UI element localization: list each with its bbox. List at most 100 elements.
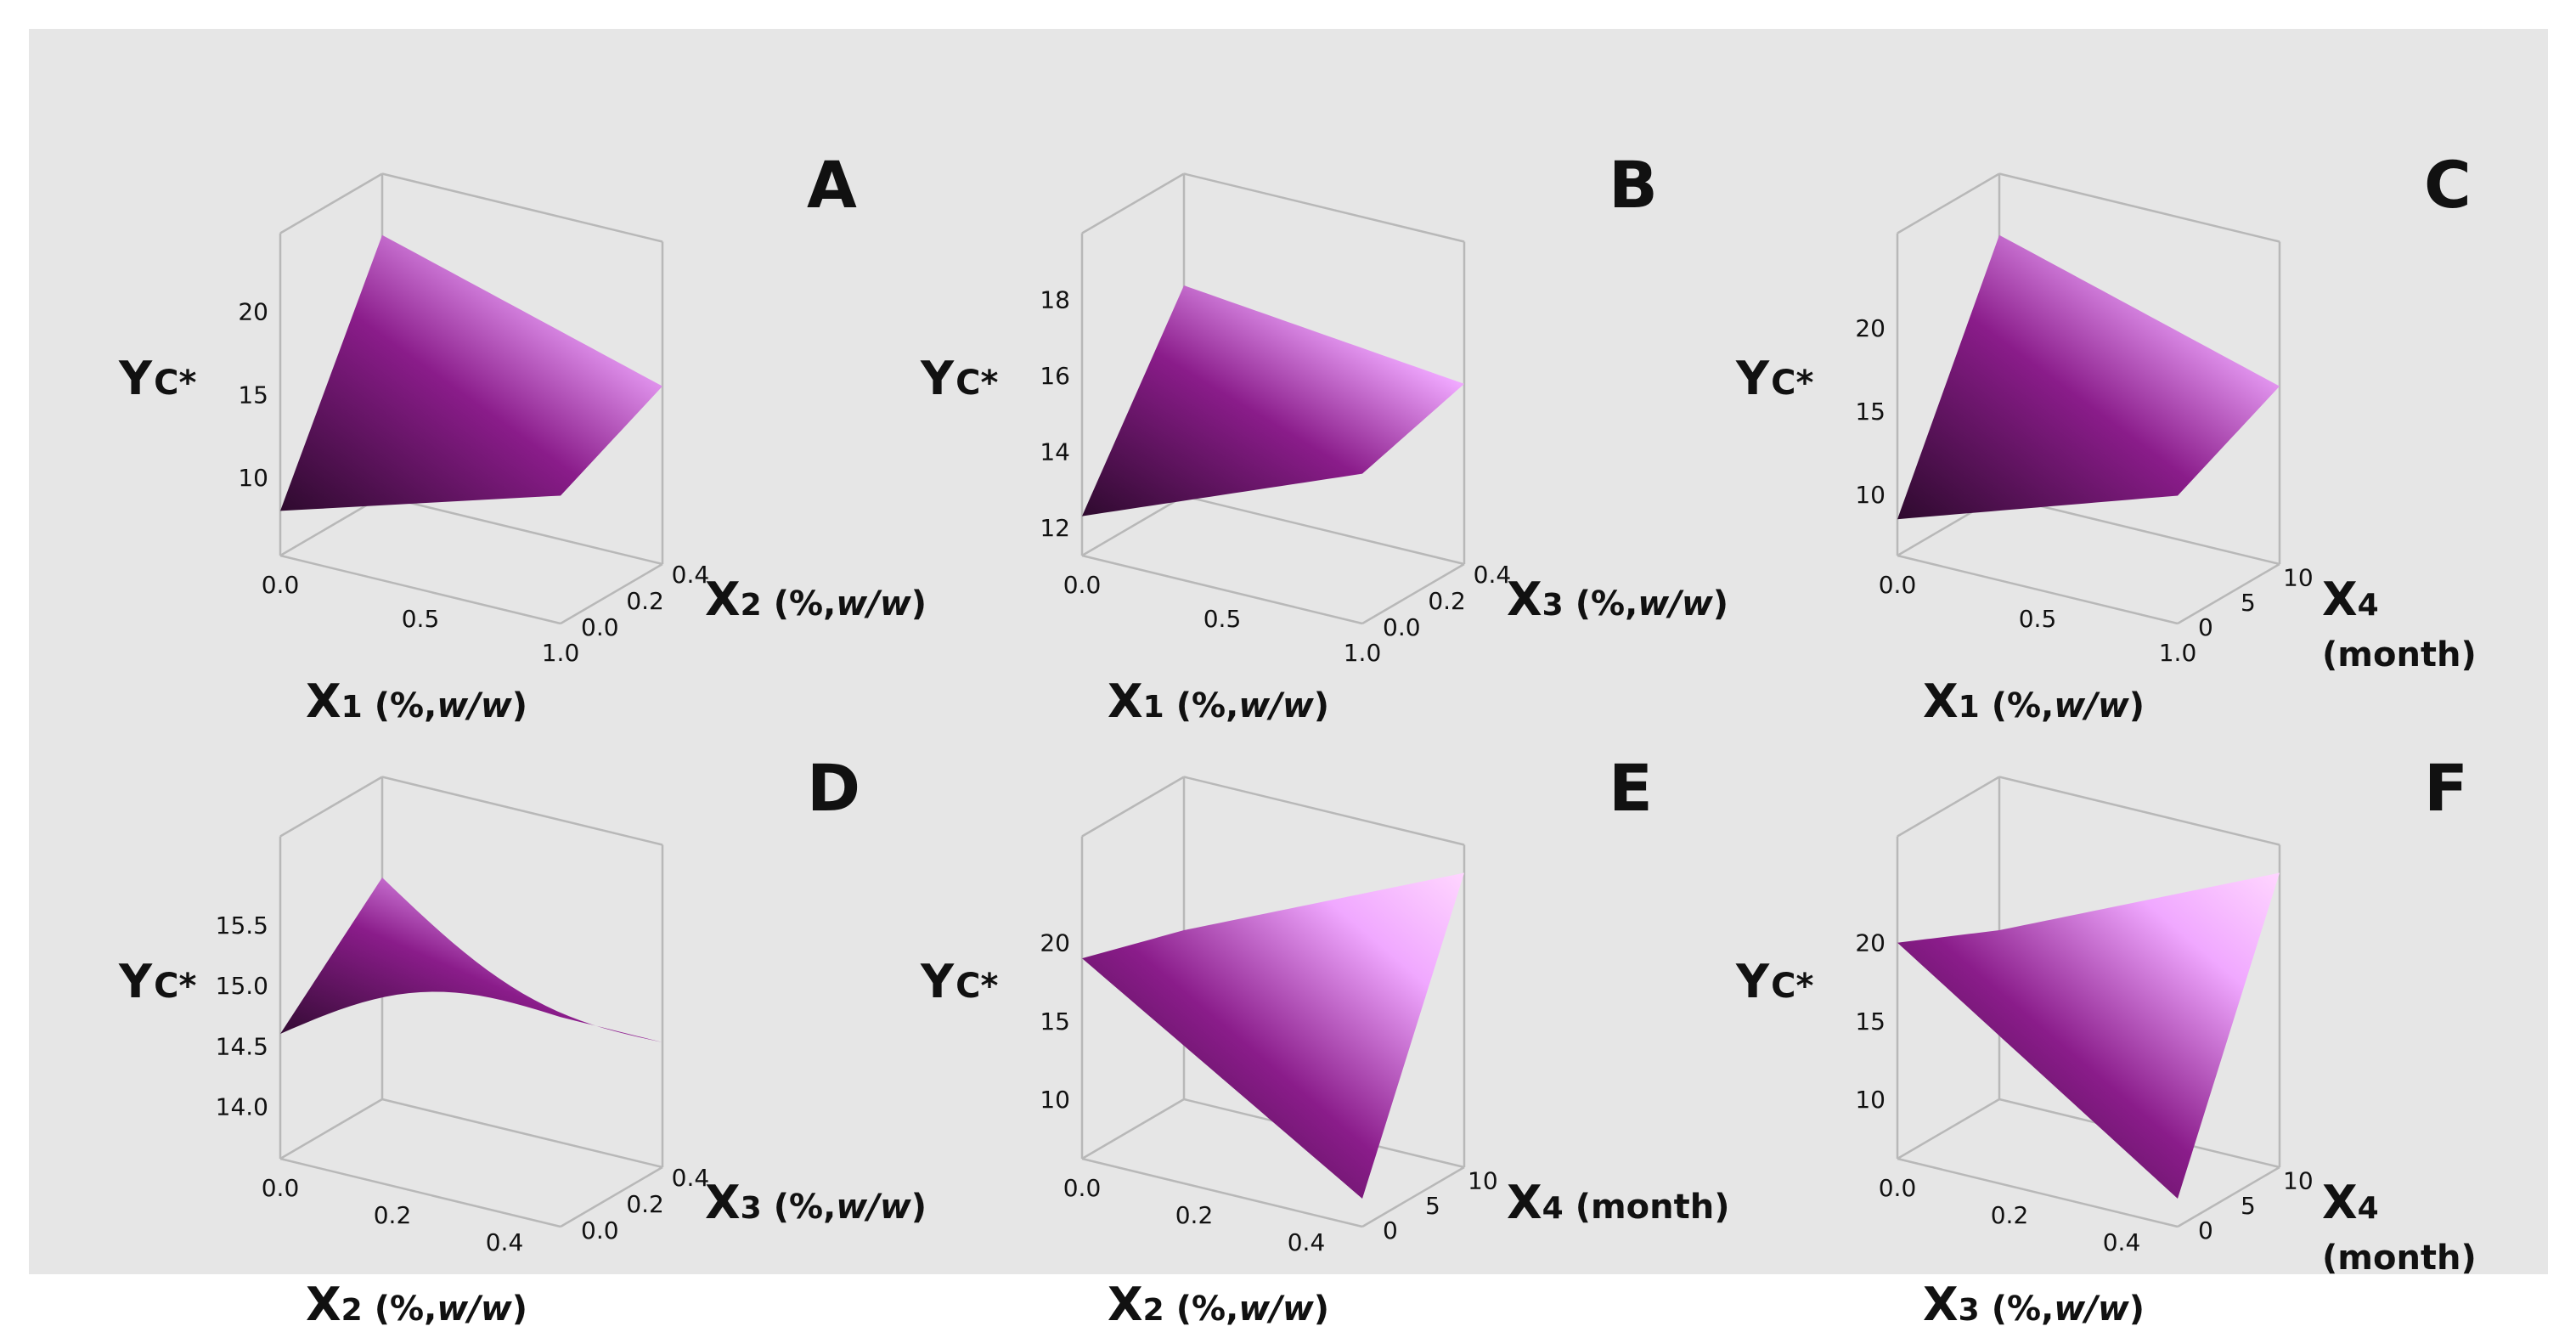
z-tick-label: 14.0 [216, 1093, 268, 1121]
z-tick-label: 10 [238, 464, 268, 492]
z-tick-label: 20 [238, 297, 268, 325]
z-tick-label: 20 [1855, 314, 1885, 342]
x-tick-label: 0.5 [2019, 605, 2057, 633]
y-tick-label: 0 [2198, 613, 2213, 641]
surface-svg: 14.014.515.015.50.00.20.4 0.00.20.4YC*X2(… [118, 750, 927, 1331]
x-axis-label: X2 (%,w/w) [306, 1278, 527, 1331]
axis-box [1896, 776, 2281, 1228]
x-tick-label: 1.0 [542, 639, 580, 667]
x-tick-label: 0.5 [402, 605, 440, 633]
z-tick-label: 15 [1855, 398, 1885, 426]
z-tick-label: 20 [1855, 929, 1885, 957]
y-tick-label: 0.4 [1474, 561, 1512, 589]
y-tick-label: 10 [2283, 564, 2314, 592]
z-axis-label: YC* [920, 352, 998, 405]
y-tick-label: 0.2 [626, 587, 664, 615]
z-tick-label: 15 [1855, 1007, 1885, 1036]
figure-panel: 10 15 20 0.0 0.5 1.0 0.0 0.2 0.4 YC* X1 (%,w/w) X2 (%… [29, 29, 2548, 1331]
z-tick-label: 10 [1855, 481, 1885, 509]
response-surface [280, 878, 662, 1042]
z-axis-label: YC* [1735, 955, 1813, 1008]
axis-box [1080, 172, 1466, 625]
response-surface [280, 234, 662, 511]
x-tick-label: 0.0 [1063, 571, 1102, 599]
y-axis-label: X3 (%,w/w) [705, 1176, 927, 1229]
z-tick-label: 10 [1040, 1086, 1070, 1114]
x-tick-label: 1.0 [2159, 639, 2197, 667]
y-tick-label: 0 [2198, 1216, 2213, 1245]
x-axis-label: X1 (%,w/w) [1108, 674, 1329, 728]
y-tick-label: 10 [2283, 1167, 2314, 1195]
y-tick-label: 5 [1425, 1192, 1440, 1220]
surface-svg: 10 15 20 0.0 0.2 0.4 05 10 YC* X2 (%,w/w) X4 (month)… [920, 750, 1730, 1331]
x-tick-label: 0.4 [2103, 1228, 2141, 1256]
response-surface [1082, 872, 1464, 1199]
x-tick-label: 0.5 [1203, 605, 1242, 633]
x-tick-label: 0.0 [1063, 1174, 1102, 1202]
z-tick-label: 14 [1040, 437, 1070, 466]
x-tick-label: 0.2 [1175, 1201, 1214, 1229]
z-tick-label: 12 [1040, 514, 1070, 542]
z-tick-label: 15 [1040, 1007, 1070, 1036]
z-axis-label: YC* [920, 955, 998, 1008]
surface-plot-f: 10 15 20 0.0 0.2 0.4 0 5 10 YC* X3 (%,w/w) X4 (month)… [1728, 717, 2576, 1331]
y-axis-label: X4 (month) [1507, 1176, 1730, 1229]
x-axis-label: X3 (%,w/w) [1923, 1278, 2145, 1331]
y-tick-label: 5 [2241, 1192, 2256, 1220]
panel-letter: A [807, 147, 857, 223]
response-surface [1897, 872, 2280, 1199]
x-tick-label: 0.2 [374, 1201, 412, 1229]
axis-box [1080, 776, 1466, 1228]
y-axis-label-unit: (month) [2322, 1239, 2477, 1278]
y-tick-label: 0.4 [672, 1164, 710, 1192]
x-axis-label: X1 (%,w/w) [1923, 674, 2145, 728]
y-axis-label: X4 [2322, 573, 2379, 626]
x-tick-label: 0.4 [486, 1228, 524, 1256]
x-axis-label: X2 (%,w/w) [1108, 1278, 1329, 1331]
z-tick-label: 10 [1855, 1086, 1885, 1114]
z-tick-label: 20 [1040, 929, 1070, 957]
x-tick-label: 0.4 [1288, 1228, 1326, 1256]
x-tick-label: 1.0 [1344, 639, 1382, 667]
axis-box [279, 776, 664, 1228]
surface-plot-b: 12 14 16 18 0.0 0.5 1.0 0.0 0.2 0.4 YC* X1 (%,w/w) X3… [912, 114, 1761, 728]
x-axis-label: X1 (%,w/w) [306, 674, 527, 728]
x-tick-label: 0.0 [1879, 1174, 1917, 1202]
z-axis-label: YC* [1735, 352, 1813, 405]
z-tick-label: 15.5 [216, 912, 268, 940]
surface-svg: 10 15 20 0.0 0.2 0.4 05 10 YC* X3 (%,w/w) X4 (month)… [1735, 750, 2477, 1331]
surface-plot-e: 10 15 20 0.0 0.2 0.4 0 5 10 YC* X2 (%,w/w) X4 (month)… [912, 717, 1761, 1331]
z-tick-label: 16 [1040, 362, 1070, 390]
surface-plot-c: 10 15 20 0.0 0.5 1.0 0 5 10 YC* X1 (%,w/w) X4 (month)… [1728, 114, 2576, 728]
y-tick-label: 5 [2241, 589, 2256, 617]
y-tick-label: 0.0 [1383, 613, 1421, 641]
z-axis-label: YC* [118, 352, 196, 405]
y-tick-label: 10 [1468, 1167, 1498, 1195]
y-tick-label: 0.2 [1428, 587, 1466, 615]
surface-plot-a: 10 15 20 0.0 0.5 1.0 0.0 0.2 0.4 YC* X1 (%,w/w) X2 (%… [110, 114, 960, 728]
panel-letter: B [1609, 147, 1658, 223]
y-axis-label: X2 (%,w/w) [705, 573, 927, 626]
x-tick-label: 0.0 [1879, 571, 1917, 599]
y-axis-label: X3 (%,w/w) [1507, 573, 1728, 626]
response-surface [1082, 285, 1464, 516]
response-surface [1897, 234, 2280, 520]
x-tick-label: 0.2 [1991, 1201, 2029, 1229]
y-axis-label-unit: (month) [2322, 635, 2477, 674]
x-tick-label: 0.0 [262, 571, 300, 599]
panel-letter: E [1609, 750, 1653, 826]
y-tick-label: 0.4 [672, 561, 710, 589]
surface-svg: 10 15 20 0.0 0.5 1.005 10 YC* X1 (%,w/w) X4 (month)… [1735, 147, 2477, 728]
z-tick-label: 15 [238, 381, 268, 409]
y-tick-label: 0.2 [626, 1190, 664, 1218]
z-axis-label: YC* [118, 955, 196, 1008]
y-tick-label: 0 [1383, 1216, 1398, 1245]
x-tick-label: 0.0 [262, 1174, 300, 1202]
y-axis-label: X4 [2322, 1176, 2379, 1229]
panel-letter: F [2424, 750, 2468, 826]
panel-letter: D [807, 750, 860, 826]
y-tick-label: 0.0 [581, 1216, 619, 1245]
z-tick-label: 15.0 [216, 972, 268, 1000]
